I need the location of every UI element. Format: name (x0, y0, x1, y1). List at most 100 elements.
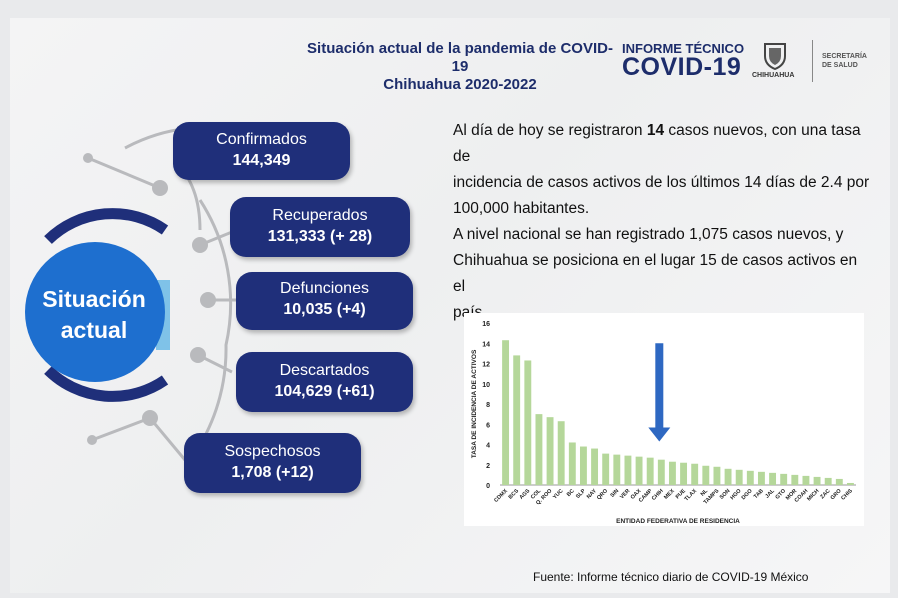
stat-label: Recuperados (272, 207, 368, 224)
circle-ring-bottom (44, 366, 169, 402)
y-tick-label: 6 (486, 422, 490, 429)
bar-qroo (546, 417, 554, 485)
source-note: Fuente: Informe técnico diario de COVID-… (533, 570, 809, 584)
bar-yuc (557, 421, 565, 485)
bar-sin (613, 454, 621, 485)
header-title-line1: Situación actual de la pandemia de COVID… (307, 40, 613, 75)
x-tick-label: YUC (552, 488, 564, 500)
header-title-line2: Chihuahua 2020-2022 (383, 76, 537, 93)
bar-chis (846, 482, 854, 485)
node-dot (142, 410, 158, 426)
informe-tecnico-label: INFORME TÉCNICO (622, 41, 745, 56)
y-tick-label: 12 (482, 362, 490, 369)
x-tick-label: HGO (729, 488, 743, 502)
chihuahua-shield-icon (764, 43, 786, 70)
stat-confirmados: Confirmados 144,349 (173, 122, 350, 180)
bar-tlax (691, 463, 699, 485)
y-tick-label: 0 (486, 483, 490, 490)
summary-text: Al día de hoy se registraron 14 casos nu… (453, 118, 873, 326)
x-tick-label: SON (719, 488, 732, 501)
bar-chih (657, 459, 665, 485)
x-tick-label: SIN (609, 488, 620, 499)
stat-value: 10,035 (+4) (283, 301, 366, 318)
bar-hgo (735, 469, 743, 485)
summary-p1-pre: Al día de hoy se registraron (453, 122, 647, 139)
bar-nay (591, 448, 599, 485)
secretaria-line2: DE SALUD (822, 62, 858, 69)
stat-value: 1,708 (+12) (231, 464, 314, 481)
stat-label: Defunciones (280, 280, 369, 297)
bar-cdmx (502, 340, 510, 485)
summary-line2: incidencia de casos activos de los últim… (453, 174, 870, 191)
stat-value: 104,629 (+61) (274, 383, 375, 400)
x-tick-label: SLP (575, 488, 587, 500)
x-axis-label: ENTIDAD FEDERATIVA DE RESIDENCIA (616, 518, 740, 525)
node-dot (152, 180, 168, 196)
incidence-bar-chart: 0 2 4 6 8 10 12 14 16 TASA DE INCIDENCIA DE ACTIV… (471, 321, 856, 525)
connector-sospechosos (91, 416, 187, 461)
bar-qro (602, 453, 610, 485)
secretaria-label: SECRETARÍA DE SALUD (822, 52, 882, 70)
x-tick-label: BCS (508, 488, 521, 501)
bar-gto (780, 473, 788, 485)
bar-coah (802, 475, 810, 485)
stat-sospechosos: Sospechosos 1,708 (+12) (184, 433, 361, 493)
bar-bcs (513, 355, 521, 485)
x-tick-label: VER (619, 488, 631, 500)
highlight-arrow-head (648, 427, 671, 442)
node-dot (87, 435, 97, 445)
x-tick-label: CHIH (651, 488, 665, 502)
summary-p1-post: casos nuevos, con una tasa de (453, 122, 861, 165)
x-tick-label: DGO (741, 488, 755, 502)
x-tick-label: MEX (663, 488, 676, 501)
bar-gro (835, 478, 843, 485)
y-tick-label: 10 (482, 382, 490, 389)
connector-arc-main (198, 199, 233, 446)
stat-value: 144,349 (232, 152, 291, 169)
bar-tab (757, 471, 765, 485)
bar-mich (813, 476, 821, 485)
secretaria-line1: SECRETARÍA (822, 53, 867, 60)
bar-nl (702, 465, 710, 485)
x-tick-label: QRO (596, 488, 610, 502)
bar-oax (635, 456, 643, 485)
bar-slp (579, 446, 587, 485)
stat-label: Confirmados (216, 131, 307, 148)
header-divider (812, 40, 813, 82)
incidence-chart-panel: 0 2 4 6 8 10 12 14 16 TASA DE INCIDENCIA DE ACTIV… (464, 313, 864, 526)
bar-dgo (746, 470, 754, 485)
summary-line1: Al día de hoy se registraron 14 casos nu… (453, 118, 873, 170)
bar-jal (769, 472, 777, 485)
bar-son (724, 468, 732, 485)
x-tick-label: MICH (806, 488, 820, 502)
covid19-label: COVID-19 (622, 53, 742, 81)
stat-label: Descartados (279, 362, 370, 379)
stat-descartados: Descartados 104,629 (+61) (236, 352, 413, 412)
situacion-line1: Situación (42, 286, 146, 312)
stat-defunciones: Defunciones 10,035 (+4) (236, 272, 413, 330)
situacion-diagram (25, 126, 236, 461)
bar-mor (791, 474, 799, 485)
stat-recuperados: Recuperados 131,333 (+ 28) (230, 197, 410, 257)
y-tick-label: 14 (482, 341, 490, 348)
bar-zac (824, 477, 832, 485)
header-title: Situación actual de la pandemia de COVID… (300, 40, 620, 94)
bar-pue (680, 462, 688, 485)
x-tick-label: AGS (519, 488, 532, 501)
x-tick-label: NL (700, 488, 710, 498)
node-dot (192, 237, 208, 253)
situacion-circle (25, 242, 165, 382)
bar-tamps (713, 466, 721, 485)
y-tick-label: 8 (486, 402, 490, 409)
summary-line5: Chihuahua se posiciona en el lugar 15 de… (453, 252, 858, 295)
summary-line4: A nivel nacional se han registrado 1,075… (453, 226, 844, 243)
y-axis-label: TASA DE INCIDENCIA DE ACTIVOS (471, 349, 478, 458)
y-tick-label: 4 (486, 443, 490, 450)
node-dot (200, 292, 216, 308)
x-tick-label: TAB (753, 488, 765, 500)
summary-new-cases: 14 (646, 122, 665, 139)
y-tick-label: 16 (482, 321, 490, 328)
x-tick-label: TLAX (684, 488, 699, 503)
highlight-arrow-shaft (655, 343, 664, 430)
